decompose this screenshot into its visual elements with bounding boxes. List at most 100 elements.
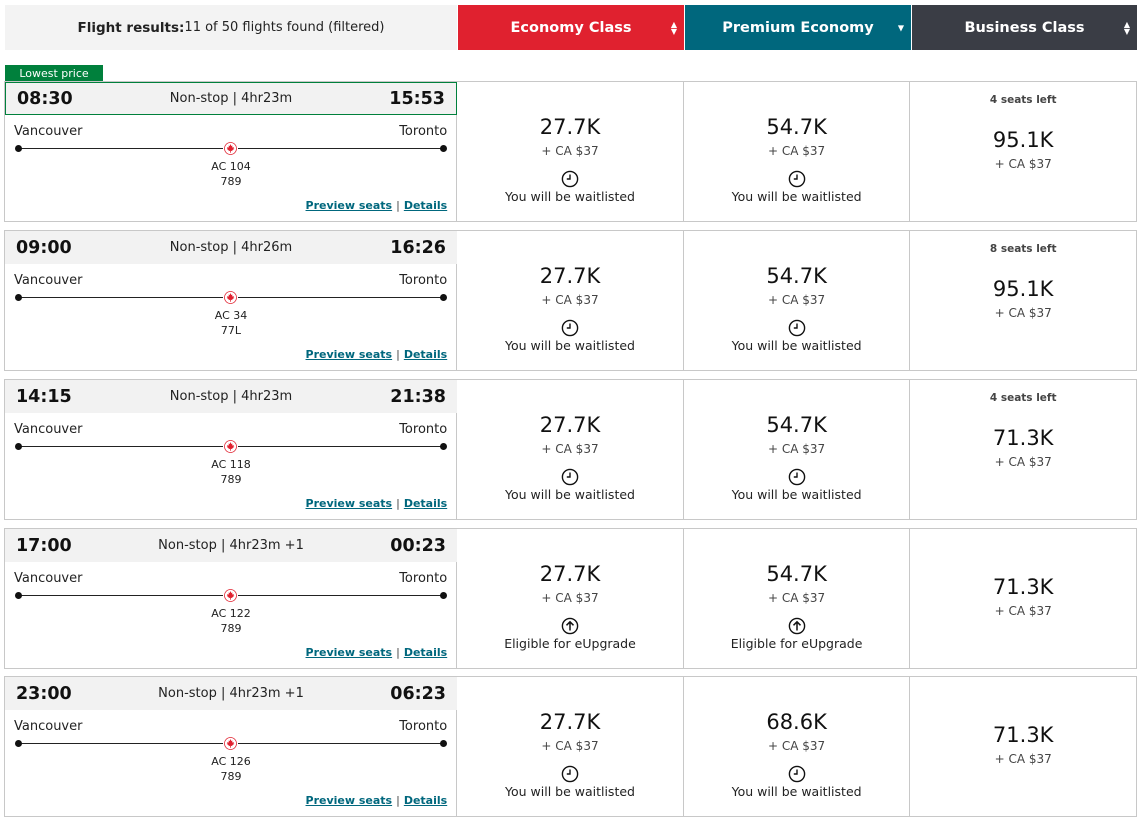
flight-row: 17:00 Non-stop | 4hr23m +1 00:23 Vancouv… (4, 528, 1137, 669)
flight-duration: Non-stop | 4hr26m (169, 240, 293, 255)
premium-economy-fare-cell[interactable]: 54.7K + CA $37 You will be waitlisted (684, 231, 911, 370)
departure-time: 17:00 (16, 535, 72, 556)
business-fare-cell[interactable]: 4 seats left 95.1K + CA $37 (910, 82, 1136, 221)
preview-seats-link[interactable]: Preview seats (305, 497, 393, 510)
departure-time: 09:00 (16, 237, 72, 258)
business-fare-cell[interactable]: 71.3K + CA $37 (910, 677, 1136, 816)
origin-city: Vancouver (14, 719, 83, 734)
flight-info: 08:30 Non-stop | 4hr23m 15:53 Vancouver … (5, 82, 458, 221)
business-tax: + CA $37 (994, 157, 1052, 171)
economy-tax: + CA $37 (541, 591, 599, 605)
sort-icon: ▲ ▼ (670, 19, 677, 36)
details-link[interactable]: Details (403, 199, 448, 212)
economy-status: Eligible for eUpgrade (504, 636, 636, 651)
origin-city: Vancouver (14, 124, 83, 139)
arrival-time: 06:23 (390, 683, 446, 704)
details-link[interactable]: Details (403, 794, 448, 807)
premium-economy-points: 68.6K (766, 710, 827, 734)
business-class-sort-button[interactable]: Business Class ▲ ▼ (911, 5, 1137, 50)
economy-fare-cell[interactable]: 27.7K + CA $37 You will be waitlisted (457, 82, 684, 221)
origin-city: Vancouver (14, 422, 83, 437)
time-bar: 14:15 Non-stop | 4hr23m 21:38 (5, 380, 457, 413)
destination-dot (440, 443, 448, 450)
business-points: 71.3K (992, 426, 1054, 450)
flight-number: AC 34 (214, 309, 248, 322)
economy-clock-icon (561, 170, 579, 188)
economy-clock-icon (561, 765, 579, 783)
premium-economy-clock-icon (788, 765, 806, 783)
flight-links: Preview seats | Details (306, 794, 448, 807)
flight-links: Preview seats | Details (306, 646, 448, 659)
business-tax: + CA $37 (994, 752, 1052, 766)
business-fare-cell[interactable]: 71.3K + CA $37 (910, 529, 1136, 668)
arrival-time: 16:26 (390, 237, 446, 258)
destination-city: Toronto (399, 719, 448, 734)
aircraft-type: 789 (220, 770, 242, 783)
departure-time: 23:00 (16, 683, 72, 704)
link-separator: | (396, 646, 400, 659)
preview-seats-link[interactable]: Preview seats (305, 348, 393, 361)
premium-economy-fare-cell[interactable]: 68.6K + CA $37 You will be waitlisted (684, 677, 911, 816)
premium-economy-tax: + CA $37 (768, 293, 826, 307)
business-tax: + CA $37 (994, 455, 1052, 469)
business-tax: + CA $37 (994, 604, 1052, 618)
economy-fare-cell[interactable]: 27.7K + CA $37 Eligible for eUpgrade (457, 529, 684, 668)
premium-economy-clock-icon (788, 319, 806, 337)
results-summary: Flight results: 11 of 50 flights found (… (5, 5, 457, 50)
premium-economy-fare-cell[interactable]: 54.7K + CA $37 You will be waitlisted (684, 82, 911, 221)
destination-city: Toronto (399, 124, 448, 139)
business-fare-cell[interactable]: 8 seats left 95.1K + CA $37 (910, 231, 1136, 370)
premium-economy-fare-cell[interactable]: 54.7K + CA $37 Eligible for eUpgrade (684, 529, 911, 668)
premium-economy-tax: + CA $37 (768, 739, 826, 753)
premium-economy-tax: + CA $37 (768, 442, 826, 456)
results-label: Flight results: (77, 19, 185, 36)
air-canada-maple-leaf-icon (223, 141, 238, 155)
origin-city: Vancouver (14, 571, 83, 586)
origin-dot (15, 145, 22, 152)
details-link[interactable]: Details (403, 646, 448, 659)
preview-seats-link[interactable]: Preview seats (305, 646, 393, 659)
preview-seats-link[interactable]: Preview seats (305, 794, 393, 807)
economy-status: You will be waitlisted (505, 784, 635, 799)
economy-class-sort-button[interactable]: Economy Class ▲ ▼ (457, 5, 684, 50)
flight-number: AC 118 (211, 458, 251, 471)
arrival-time: 00:23 (390, 535, 446, 556)
premium-economy-fare-cell[interactable]: 54.7K + CA $37 You will be waitlisted (684, 380, 911, 519)
aircraft-type: 789 (220, 473, 242, 486)
business-points: 71.3K (992, 575, 1054, 599)
flight-duration: Non-stop | 4hr23m +1 (158, 686, 304, 701)
business-class-label: Business Class (964, 19, 1085, 36)
time-bar: 08:30 Non-stop | 4hr23m 15:53 (5, 82, 457, 115)
flight-info: 23:00 Non-stop | 4hr23m +1 06:23 Vancouv… (5, 677, 458, 816)
economy-fare-cell[interactable]: 27.7K + CA $37 You will be waitlisted (457, 231, 684, 370)
flight-row: 14:15 Non-stop | 4hr23m 21:38 Vancouver … (4, 379, 1137, 520)
economy-tax: + CA $37 (541, 144, 599, 158)
flight-row: 08:30 Non-stop | 4hr23m 15:53 Vancouver … (4, 81, 1137, 222)
economy-fare-cell[interactable]: 27.7K + CA $37 You will be waitlisted (457, 380, 684, 519)
flight-number: AC 104 (211, 160, 251, 173)
economy-clock-icon (561, 468, 579, 486)
premium-economy-tax: + CA $37 (768, 144, 826, 158)
time-bar: 09:00 Non-stop | 4hr26m 16:26 (5, 231, 457, 264)
destination-dot (440, 740, 448, 747)
origin-city: Vancouver (14, 273, 83, 288)
time-bar: 23:00 Non-stop | 4hr23m +1 06:23 (5, 677, 457, 710)
premium-economy-sort-button[interactable]: Premium Economy ▼ (684, 5, 911, 50)
economy-tax: + CA $37 (541, 442, 599, 456)
flight-number: AC 122 (211, 607, 251, 620)
premium-economy-status: You will be waitlisted (731, 487, 862, 502)
premium-economy-tax: + CA $37 (768, 591, 826, 605)
air-canada-maple-leaf-icon (223, 290, 238, 304)
business-fare-cell[interactable]: 4 seats left 71.3K + CA $37 (910, 380, 1136, 519)
business-tax: + CA $37 (994, 306, 1052, 320)
air-canada-maple-leaf-icon (223, 439, 238, 453)
premium-economy-label: Premium Economy (722, 19, 874, 36)
flight-row: 23:00 Non-stop | 4hr23m +1 06:23 Vancouv… (4, 676, 1137, 817)
details-link[interactable]: Details (403, 497, 448, 510)
details-link[interactable]: Details (403, 348, 448, 361)
premium-economy-points: 54.7K (766, 413, 827, 437)
economy-fare-cell[interactable]: 27.7K + CA $37 You will be waitlisted (457, 677, 684, 816)
aircraft-type: 789 (220, 622, 242, 635)
preview-seats-link[interactable]: Preview seats (305, 199, 393, 212)
arrival-time: 21:38 (390, 386, 446, 407)
